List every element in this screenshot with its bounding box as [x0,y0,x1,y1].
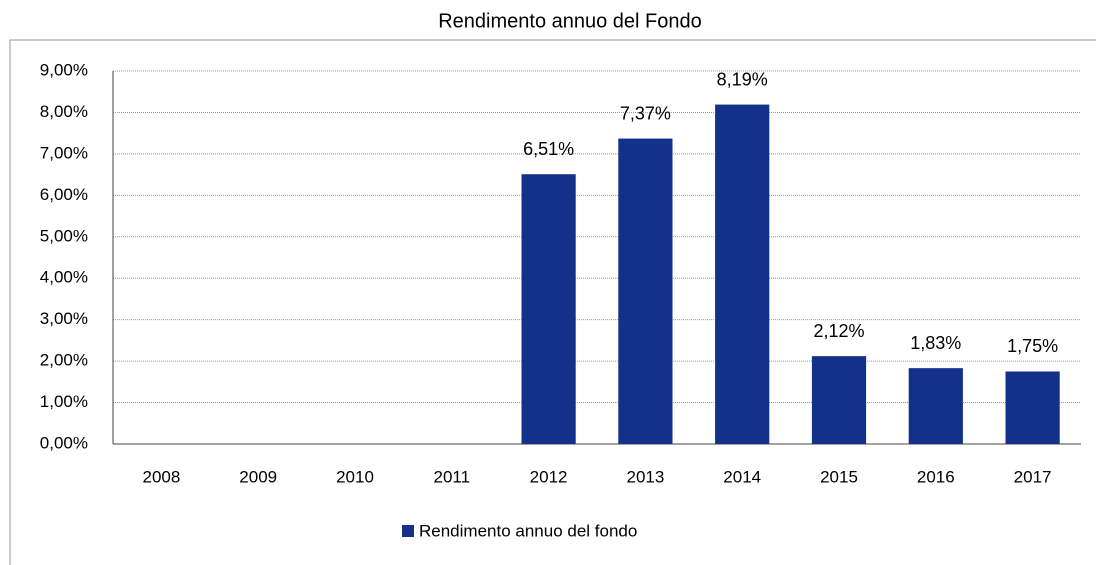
bar [618,138,673,444]
y-tick-label: 7,00% [40,143,88,162]
data-label: 7,37% [620,103,671,123]
x-tick-label: 2008 [142,467,180,486]
bar [811,356,867,444]
y-tick-label: 0,00% [40,433,88,452]
legend-label: Rendimento annuo del fondo [419,521,637,540]
x-tick-label: 2011 [434,467,471,486]
data-label: 2,12% [813,321,864,341]
data-label: 8,19% [717,69,768,89]
chart-frame [9,39,1096,565]
y-tick-label: 5,00% [40,226,88,245]
bar [521,174,576,445]
y-tick-label: 1,00% [40,392,88,411]
bar [1005,371,1060,444]
data-label: 1,75% [1007,336,1058,356]
x-tick-label: 2010 [336,467,374,486]
x-tick-label: 2012 [530,467,568,486]
x-tick-label: 2014 [723,467,761,486]
y-tick-label: 8,00% [40,102,88,121]
y-tick-label: 4,00% [40,268,88,287]
y-tick-label: 6,00% [40,185,88,204]
legend-swatch [402,525,414,537]
x-tick-label: 2015 [820,467,858,486]
y-tick-label: 2,00% [40,351,88,370]
x-tick-label: 2009 [239,467,277,486]
x-tick-label: 2013 [626,467,664,486]
bar [908,368,963,444]
y-tick-label: 3,00% [40,309,88,328]
data-label: 1,83% [910,333,961,353]
data-label: 6,51% [523,139,574,159]
chart-title: Rendimento annuo del Fondo [438,10,702,32]
x-tick-label: 2017 [1014,467,1052,486]
y-tick-label: 9,00% [40,60,88,79]
bar [715,104,770,444]
x-tick-label: 2016 [917,467,955,486]
